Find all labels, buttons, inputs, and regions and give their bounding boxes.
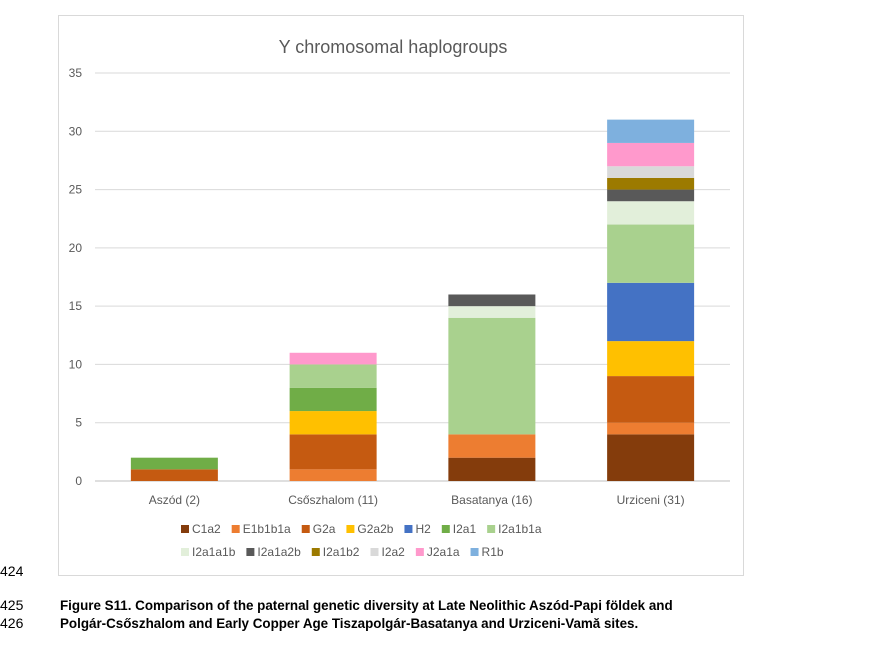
y-tick-label-35: 35 [69, 66, 83, 80]
y-tick-label-25: 25 [69, 183, 83, 197]
chart-title: Y chromosomal haplogroups [279, 37, 508, 57]
line-number-425: 425 [0, 597, 24, 613]
bar-segment-asz-d-2-g2a [130, 469, 218, 481]
bar-segment-basatanya-16-c1a2 [448, 457, 536, 481]
bar-segment-asz-d-2-i2a1 [130, 457, 218, 470]
legend-swatch-c1a2 [181, 525, 189, 533]
stacked-bar-chart: Y chromosomal haplogroups 0 5 10 15 20 25 30 35 A… [69, 37, 730, 559]
legend-label-i2a1a1b: I2a1a1b [192, 545, 236, 559]
y-tick-label-30: 30 [69, 124, 83, 138]
bar-segment-urziceni-31-h2 [607, 282, 695, 342]
bar-segment-cs-szhalom-11-g2a2b [289, 411, 377, 435]
legend-swatch-g2a2b [346, 525, 355, 533]
y-tick-label-15: 15 [69, 299, 83, 313]
legend-label-i2a1b1a: I2a1b1a [498, 522, 542, 536]
y-tick-label-10: 10 [69, 357, 83, 371]
legend-label-i2a2: I2a2 [381, 545, 405, 559]
bar-segment-urziceni-31-i2a1b1a [607, 224, 695, 283]
bar-segment-urziceni-31-j2a1a [607, 142, 695, 167]
line-number-426: 426 [0, 615, 24, 631]
legend-label-i2a1: I2a1 [453, 522, 477, 536]
x-tick-label-cs-szhalom-11: Csőszhalom (11) [288, 493, 378, 507]
bar-segment-cs-szhalom-11-g2a [289, 434, 377, 470]
legend-swatch-g2a [301, 525, 310, 533]
bar-segment-cs-szhalom-11-j2a1a [289, 352, 377, 365]
legend-label-c1a2: C1a2 [192, 522, 221, 536]
bar-segment-urziceni-31-g2a [607, 376, 695, 423]
x-tick-label-asz-d-2: Aszód (2) [149, 493, 200, 507]
legend-label-g2a: G2a [313, 522, 336, 536]
bar-segment-urziceni-31-i2a1a1b [607, 201, 695, 225]
legend-label-r1b: R1b [482, 545, 504, 559]
bar-segment-urziceni-31-r1b [607, 119, 695, 143]
y-tick-label-0: 0 [75, 474, 82, 488]
legend-swatch-i2a1b2 [311, 548, 320, 556]
y-tick-label-5: 5 [75, 416, 82, 430]
legend-swatch-i2a1a1b [181, 548, 189, 556]
legend-swatch-e1b1b1a [231, 525, 240, 533]
bar-segment-urziceni-31-i2a1b2 [607, 177, 695, 190]
legend-label-h2: H2 [415, 522, 431, 536]
bar-segment-basatanya-16-i2a1b1a [448, 317, 536, 435]
bar-segment-basatanya-16-e1b1b1a [448, 434, 536, 458]
figure-caption: Figure S11. Comparison of the paternal g… [60, 597, 880, 633]
y-tick-label-20: 20 [69, 241, 83, 255]
legend-label-i2a1a2b: I2a1a2b [257, 545, 301, 559]
legend-swatch-j2a1a [415, 548, 424, 556]
bar-segment-cs-szhalom-11-i2a1b1a [289, 364, 377, 388]
legend-label-g2a2b: G2a2b [357, 522, 393, 536]
bar-segment-urziceni-31-c1a2 [607, 434, 695, 481]
legend-swatch-h2 [404, 525, 413, 533]
legend-swatch-i2a1a2b [246, 548, 255, 556]
legend-label-i2a1b2: I2a1b2 [323, 545, 360, 559]
legend-swatch-i2a1 [441, 525, 450, 533]
bar-segment-urziceni-31-g2a2b [607, 341, 695, 377]
legend-label-j2a1a: J2a1a [427, 545, 460, 559]
line-number-424: 424 [0, 563, 24, 579]
bar-segment-cs-szhalom-11-e1b1b1a [289, 469, 377, 481]
bar-segment-basatanya-16-i2a1a2b [448, 294, 536, 307]
legend-swatch-r1b [470, 548, 479, 556]
caption-line-2: Polgár-Csőszhalom and Early Copper Age T… [60, 616, 639, 631]
bar-segment-urziceni-31-i2a1a2b [607, 189, 695, 202]
bar-segment-urziceni-31-e1b1b1a [607, 422, 695, 435]
bar-segment-basatanya-16-i2a1a1b [448, 306, 536, 318]
x-tick-label-urziceni-31: Urziceni (31) [617, 493, 685, 507]
caption-line-1: Figure S11. Comparison of the paternal g… [60, 598, 673, 613]
legend-swatch-i2a1b1a [487, 525, 496, 533]
legend-swatch-i2a2 [370, 548, 379, 556]
bar-segment-urziceni-31-i2a2 [607, 166, 695, 178]
x-tick-label-basatanya-16: Basatanya (16) [451, 493, 532, 507]
chart-frame: Y chromosomal haplogroups 0 5 10 15 20 25 30 35 A… [58, 15, 744, 576]
bar-segment-cs-szhalom-11-i2a1 [289, 387, 377, 412]
legend-label-e1b1b1a: E1b1b1a [243, 522, 291, 536]
